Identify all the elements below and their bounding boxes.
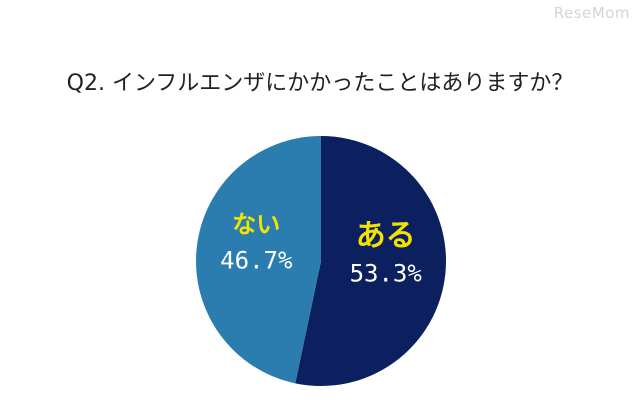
chart-title: Q2. インフルエンザにかかったことはありますか？ [66,71,574,96]
pie-labels: ある 53.3% ない 46.7% [220,210,422,287]
slice-name-label: ある [356,219,416,254]
pie-slices [196,136,447,386]
watermark-logo: ReseMom [553,4,630,22]
pie-slice-2 [196,136,321,384]
pie-slice-1 [295,136,447,386]
slice-percent-label: 53.3% [350,260,423,288]
slice-name-label: ない [232,210,280,238]
slice-percent-label: 46.7% [220,246,293,274]
